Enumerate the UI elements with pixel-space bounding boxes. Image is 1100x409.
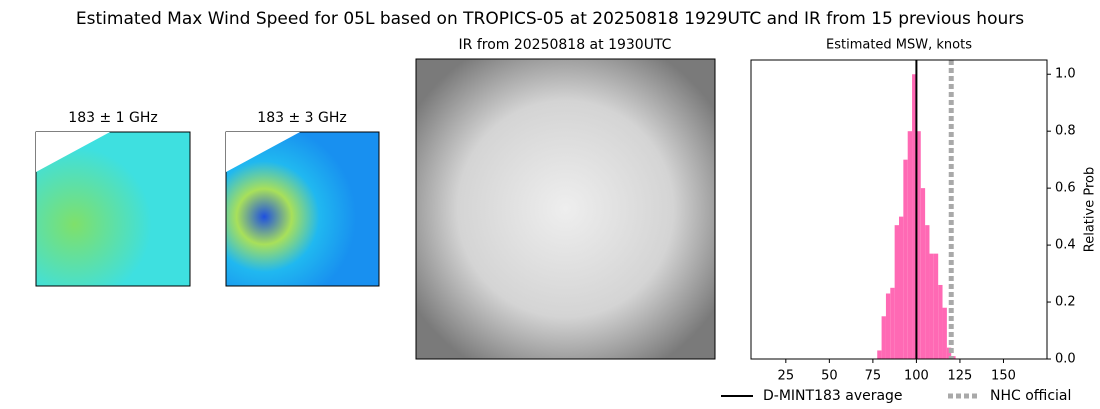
y-tick-label: 0.6 (1055, 181, 1076, 196)
bar (899, 216, 904, 359)
bar (890, 287, 895, 359)
x-tick-label: 100 (904, 369, 929, 384)
bar (946, 347, 952, 359)
bar (929, 253, 934, 359)
y-tick-label: 0.0 (1055, 352, 1076, 367)
bar (925, 225, 930, 359)
missing-data (226, 132, 300, 172)
bar (916, 131, 921, 359)
x-tick-label: 25 (778, 369, 795, 384)
x-tick-label: 125 (948, 369, 973, 384)
y-tick-label: 1.0 (1055, 67, 1076, 82)
bar (877, 350, 882, 359)
x-tick-label: 75 (865, 369, 882, 384)
bar (938, 284, 943, 359)
y-tick-label: 0.4 (1055, 238, 1076, 253)
x-tick-label: 50 (821, 369, 838, 384)
bar (894, 225, 899, 359)
y-tick-label: 0.8 (1055, 124, 1076, 139)
legend-label: NHC official (990, 388, 1071, 404)
legend-label: D-MINT183 average (763, 388, 903, 404)
bar (903, 159, 908, 359)
chart-title: Estimated MSW, knots (826, 38, 972, 53)
bar (881, 316, 886, 359)
figure-title: Estimated Max Wind Speed for 05L based o… (76, 9, 1024, 29)
bar (912, 74, 917, 359)
bar (907, 131, 913, 359)
ir-image (415, 58, 716, 360)
panel-title: IR from 20250818 at 1930UTC (459, 37, 672, 53)
panel-title: 183 ± 1 GHz (68, 110, 157, 126)
y-tick-label: 0.2 (1055, 295, 1076, 310)
x-tick-label: 150 (991, 369, 1016, 384)
bar (920, 188, 926, 359)
missing-data (36, 132, 110, 172)
bar (942, 307, 947, 359)
panel-title: 183 ± 3 GHz (257, 110, 346, 126)
bar (933, 253, 939, 359)
plot-frame (750, 59, 1048, 360)
y-axis-label: Relative Prob (1083, 167, 1098, 252)
bar (885, 293, 891, 359)
